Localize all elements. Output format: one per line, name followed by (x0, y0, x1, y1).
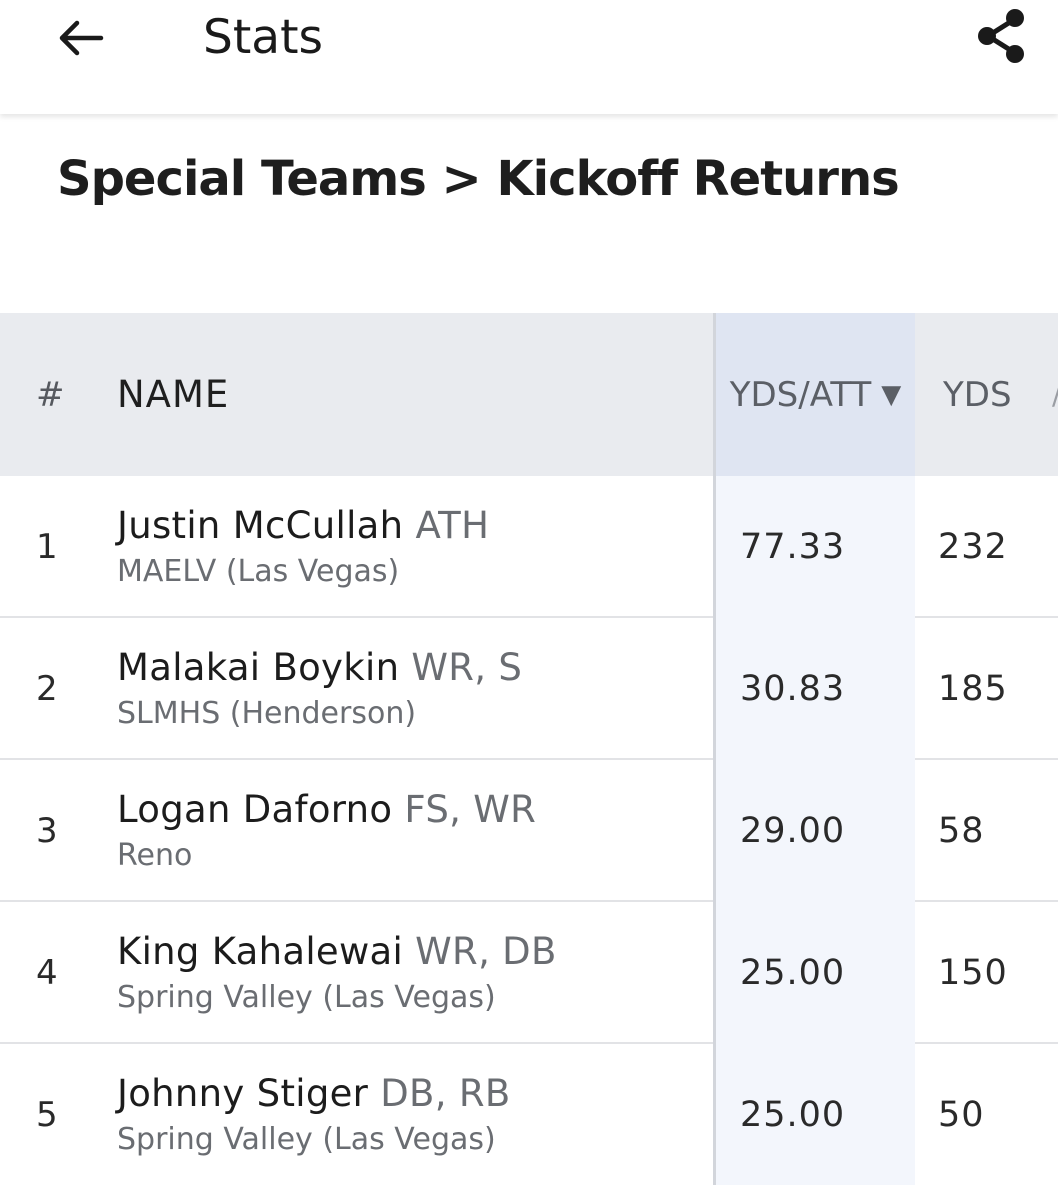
player-school: Spring Valley (Las Vegas) (117, 980, 496, 1015)
sorted-column-cell (713, 476, 915, 618)
row-rank: 3 (36, 811, 58, 851)
column-header-yds[interactable]: YDS (943, 374, 1012, 415)
sorted-column-cell (713, 760, 915, 902)
row-rank: 5 (36, 1095, 58, 1135)
share-button[interactable] (966, 2, 1038, 70)
yds-att-value: 29.00 (740, 811, 846, 851)
player-name-text: Malakai Boykin (117, 646, 400, 689)
column-header-rank: # (36, 374, 65, 415)
table-row[interactable]: 2 Malakai Boykin WR, S SLMHS (Henderson)… (0, 618, 1058, 760)
app-bar: Stats (0, 0, 1058, 114)
player-name-text: King Kahalewai (117, 930, 404, 973)
yds-value: 185 (938, 669, 1008, 709)
player-name-text: Justin McCullah (117, 504, 404, 547)
yds-value: 150 (938, 953, 1008, 993)
column-header-yds-att-label: YDS/ATT (729, 374, 872, 415)
sorted-column-cell (713, 618, 915, 760)
table-row[interactable]: 4 King Kahalewai WR, DB Spring Valley (L… (0, 902, 1058, 1044)
yds-att-value: 30.83 (740, 669, 846, 709)
sort-descending-icon: ▼ (881, 379, 902, 410)
table-row[interactable]: 5 Johnny Stiger DB, RB Spring Valley (La… (0, 1044, 1058, 1185)
player-name: Logan Daforno FS, WR (117, 788, 536, 832)
column-header-name[interactable]: NAME (117, 373, 230, 416)
page-title: Stats (203, 10, 323, 65)
player-position: WR, S (411, 646, 523, 689)
player-position: DB, RB (380, 1072, 511, 1115)
yds-value: 58 (938, 811, 985, 851)
arrow-left-icon (59, 20, 104, 56)
player-school: SLMHS (Henderson) (117, 696, 417, 731)
yds-att-value: 25.00 (740, 953, 846, 993)
row-rank: 4 (36, 953, 58, 993)
table-header: # NAME YDS/ATT ▼ YDS / (0, 313, 1058, 476)
row-rank: 2 (36, 669, 58, 709)
table-row[interactable]: 3 Logan Daforno FS, WR Reno 29.00 58 (0, 760, 1058, 902)
sorted-column-cell (713, 1044, 915, 1185)
row-rank: 1 (36, 527, 58, 567)
yds-value: 232 (938, 527, 1008, 567)
column-header-overflow: / (1052, 313, 1058, 476)
player-school: Spring Valley (Las Vegas) (117, 1122, 496, 1157)
yds-att-value: 25.00 (740, 1095, 846, 1135)
column-header-yds-att[interactable]: YDS/ATT ▼ (713, 313, 915, 476)
player-position: FS, WR (404, 788, 537, 831)
player-name-text: Johnny Stiger (117, 1072, 369, 1115)
breadcrumb: Special Teams > Kickoff Returns (57, 151, 900, 207)
sorted-column-cell (713, 902, 915, 1044)
table-row[interactable]: 1 Justin McCullah ATH MAELV (Las Vegas) … (0, 476, 1058, 618)
yds-value: 50 (938, 1095, 985, 1135)
player-name: Johnny Stiger DB, RB (117, 1072, 511, 1116)
player-position: ATH (415, 504, 490, 547)
player-school: MAELV (Las Vegas) (117, 554, 400, 589)
player-position: WR, DB (415, 930, 557, 973)
player-name-text: Logan Daforno (117, 788, 393, 831)
player-name: Malakai Boykin WR, S (117, 646, 522, 690)
back-button[interactable] (48, 8, 112, 68)
player-school: Reno (117, 838, 193, 873)
player-name: Justin McCullah ATH (117, 504, 489, 548)
yds-att-value: 77.33 (740, 527, 846, 567)
share-icon (978, 9, 1024, 63)
player-name: King Kahalewai WR, DB (117, 930, 557, 974)
